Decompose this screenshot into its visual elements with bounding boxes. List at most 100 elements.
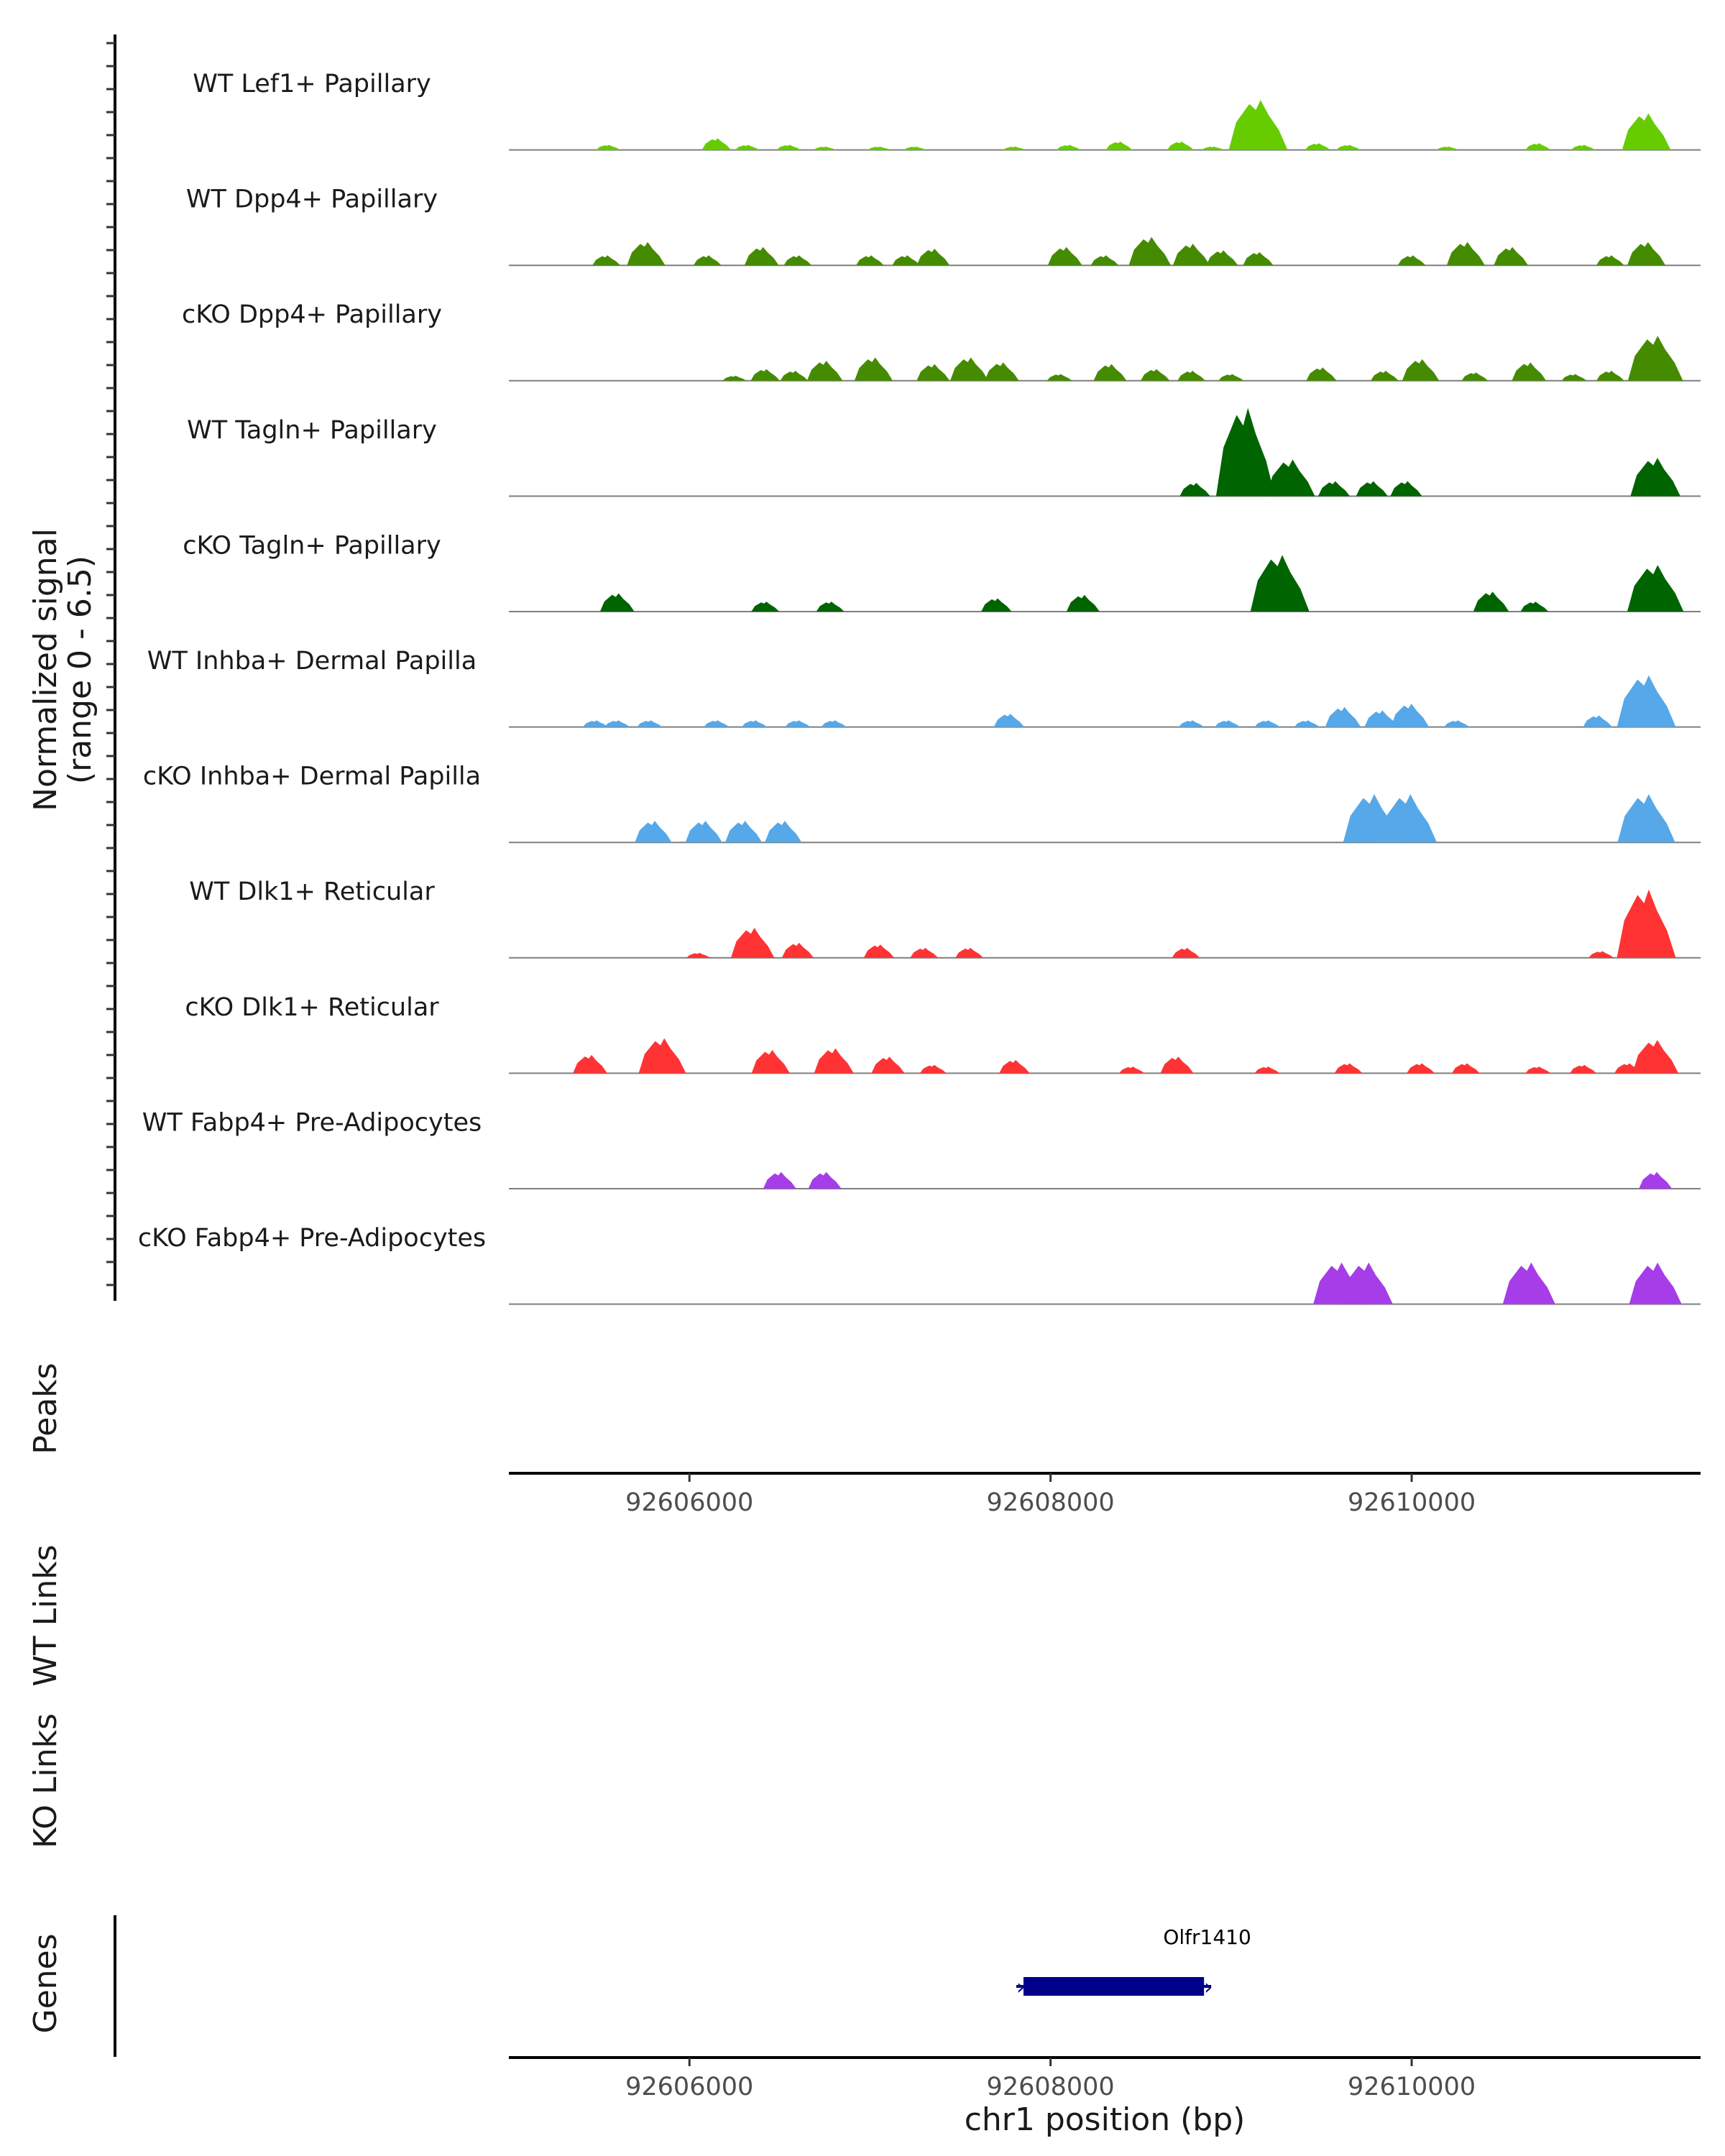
- track-peak: [724, 821, 763, 843]
- signal-axis: Normalized signal (range 0 - 6.5): [27, 34, 116, 1301]
- x-tick-label: 92606000: [625, 2073, 753, 2101]
- track-peak: [592, 255, 621, 266]
- track-label: cKO Dpp4+ Papillary: [182, 300, 442, 329]
- track-peak: [916, 249, 950, 266]
- track-peak: [1215, 407, 1275, 497]
- track-peak: [744, 247, 779, 266]
- track-6: WT Inhba+ Dermal Papilla: [147, 647, 1701, 728]
- track-peak: [604, 720, 630, 727]
- track-peak: [1630, 458, 1680, 497]
- track-peak: [1622, 113, 1671, 150]
- track-peak: [751, 1050, 790, 1074]
- track-peak: [1177, 370, 1205, 381]
- ko-links-track-label: KO Links: [27, 1713, 64, 1848]
- track-label: cKO Tagln+ Papillary: [183, 531, 441, 560]
- track-peak: [868, 147, 891, 150]
- track-peak: [685, 821, 722, 843]
- track-peak: [750, 369, 780, 381]
- track-peak: [1520, 602, 1549, 612]
- track-label: WT Fabp4+ Pre-Adipocytes: [142, 1108, 482, 1137]
- track-peak: [856, 255, 884, 266]
- track-4: WT Tagln+ Papillary: [187, 407, 1701, 497]
- track-peak: [1494, 247, 1529, 266]
- track-peak: [903, 147, 926, 150]
- track-10: WT Fabp4+ Pre-Adipocytes: [142, 1108, 1701, 1189]
- track-label: cKO Fabp4+ Pre-Adipocytes: [138, 1224, 486, 1253]
- track-peak: [693, 255, 722, 266]
- track-peak: [702, 138, 732, 150]
- track-peak: [863, 944, 895, 958]
- track-peak: [1570, 1064, 1597, 1074]
- track-peak: [765, 821, 802, 843]
- track-peak: [742, 720, 768, 727]
- track-peak: [1596, 255, 1624, 266]
- gene-model: › › Olfr1410: [1016, 1925, 1251, 2000]
- signal-axis-subtitle: (range 0 - 6.5): [62, 556, 98, 784]
- track-peak: [1525, 143, 1551, 150]
- track-peak: [627, 241, 666, 266]
- track-peak: [638, 1038, 686, 1074]
- track-label: WT Inhba+ Dermal Papilla: [147, 647, 477, 676]
- track-peak: [1317, 481, 1351, 497]
- track-peak: [1473, 591, 1509, 612]
- track-peak: [955, 947, 983, 958]
- track-peak: [1402, 359, 1440, 381]
- track-peak: [1266, 459, 1315, 497]
- track-peak: [596, 144, 620, 150]
- track-peak: [722, 375, 747, 381]
- track-8: WT Dlk1+ Reticular: [189, 877, 1701, 959]
- track-peak: [780, 370, 809, 381]
- track-peak: [806, 361, 843, 381]
- track-peak: [910, 947, 939, 958]
- track-peak: [1325, 706, 1361, 727]
- track-peak: [871, 1056, 905, 1074]
- track-peak: [1179, 720, 1205, 727]
- track-peak: [813, 147, 837, 150]
- track-peak: [1254, 1067, 1280, 1074]
- track-peak: [730, 928, 775, 958]
- track-peak: [1215, 720, 1241, 727]
- track-peak: [1172, 244, 1210, 266]
- track-peak: [1090, 255, 1119, 266]
- track-peak: [916, 364, 950, 381]
- peaks-track-label: Peaks: [27, 1363, 64, 1454]
- x-tick-label: 92610000: [1348, 2073, 1476, 2101]
- track-2: WT Dpp4+ Papillary: [186, 185, 1701, 267]
- track-peak: [993, 714, 1025, 727]
- gene-strand-marker-start: ›: [1016, 1975, 1025, 2000]
- track-peak: [1446, 241, 1485, 266]
- track-peak: [1254, 720, 1280, 727]
- track-peak: [1583, 715, 1613, 727]
- track-peak: [1340, 1262, 1393, 1304]
- x-tick-label: 92606000: [625, 1488, 753, 1517]
- track-peak: [1436, 147, 1460, 150]
- track-11: cKO Fabp4+ Pre-Adipocytes: [138, 1224, 1701, 1305]
- track-peak: [1003, 147, 1026, 150]
- track-peak: [1046, 374, 1072, 381]
- track-peak: [1627, 565, 1684, 612]
- track-label: cKO Inhba+ Dermal Papilla: [143, 763, 481, 791]
- track-peak: [1444, 720, 1470, 727]
- track-peak: [1093, 364, 1127, 381]
- track-peak: [1250, 555, 1310, 612]
- track-peak: [1141, 369, 1170, 381]
- track-peak: [1617, 794, 1675, 843]
- track-peak: [763, 1171, 796, 1189]
- track-peak: [1179, 482, 1210, 497]
- track-peak: [735, 144, 760, 150]
- track-peak: [1629, 1262, 1682, 1304]
- genes-track-label: Genes: [27, 1933, 64, 2033]
- track-peak: [1390, 481, 1422, 497]
- x-tick-label: 92608000: [987, 2073, 1115, 2101]
- track-peak: [781, 942, 814, 958]
- track-peak: [1336, 144, 1361, 150]
- track-peak: [573, 1054, 607, 1074]
- track-peak: [1047, 247, 1082, 266]
- track-peak: [1294, 720, 1320, 727]
- track-peak: [950, 357, 989, 381]
- x-axis-title: chr1 position (bp): [965, 2101, 1246, 2138]
- track-peak: [1525, 1067, 1551, 1074]
- gene-olfr1410-label: Olfr1410: [1163, 1925, 1251, 1949]
- track-peak: [1588, 951, 1614, 958]
